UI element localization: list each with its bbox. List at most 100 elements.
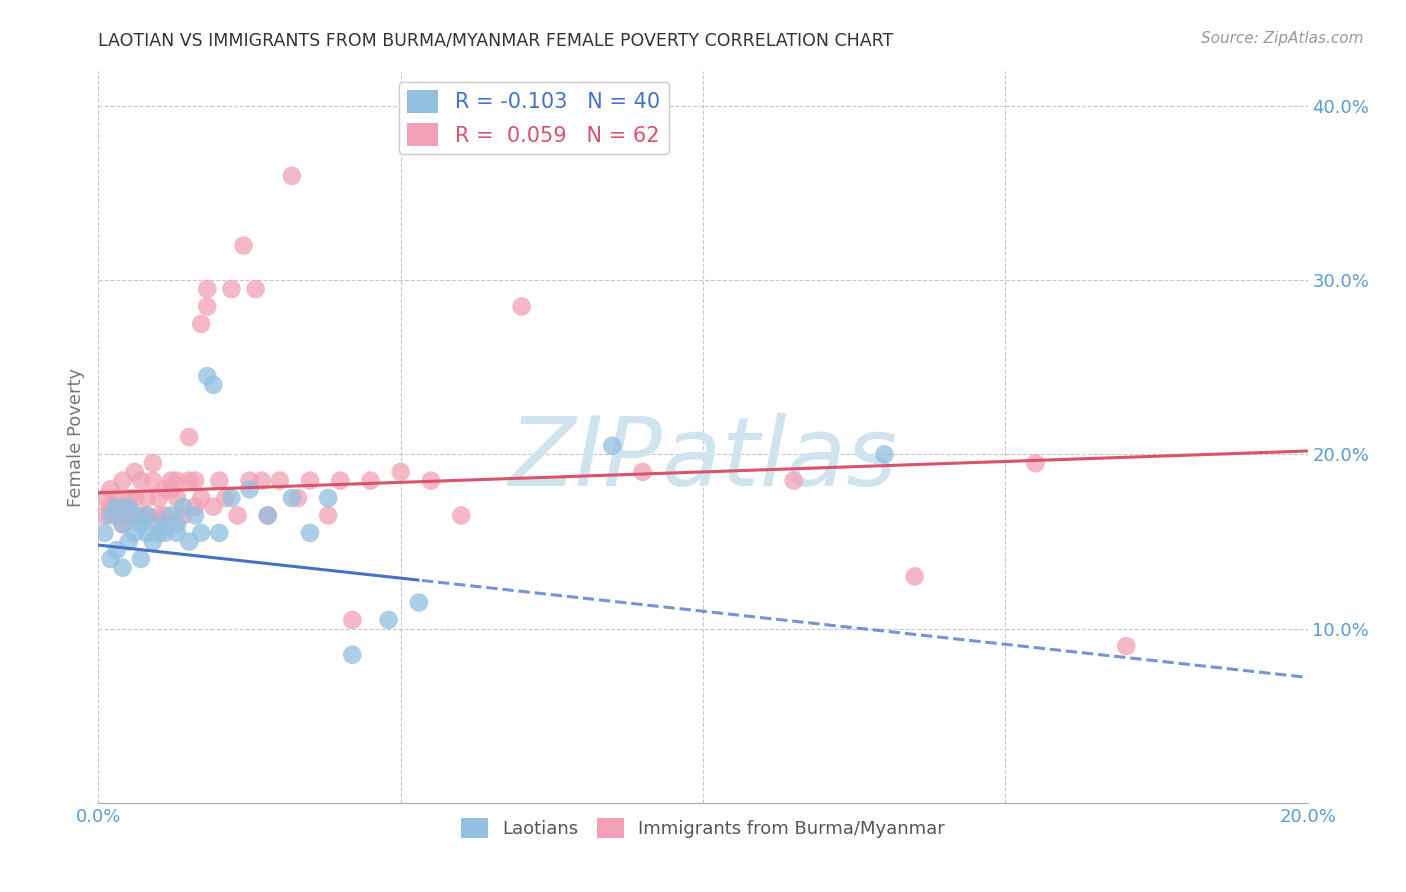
Point bbox=[111, 517, 134, 532]
Point bbox=[105, 500, 128, 514]
Point bbox=[129, 552, 152, 566]
Point bbox=[153, 483, 176, 497]
Point bbox=[166, 525, 188, 540]
Point bbox=[124, 491, 146, 505]
Point bbox=[208, 474, 231, 488]
Point bbox=[135, 508, 157, 523]
Point bbox=[100, 483, 122, 497]
Point bbox=[135, 508, 157, 523]
Point bbox=[118, 491, 141, 505]
Point bbox=[316, 491, 339, 505]
Legend: Laotians, Immigrants from Burma/Myanmar: Laotians, Immigrants from Burma/Myanmar bbox=[454, 811, 952, 845]
Point bbox=[118, 534, 141, 549]
Point bbox=[179, 474, 201, 488]
Point bbox=[124, 508, 146, 523]
Point bbox=[129, 474, 152, 488]
Point bbox=[129, 508, 152, 523]
Point bbox=[226, 508, 249, 523]
Point bbox=[166, 491, 188, 505]
Point bbox=[93, 508, 115, 523]
Point bbox=[190, 317, 212, 331]
Point bbox=[342, 613, 364, 627]
Point bbox=[287, 491, 309, 505]
Point bbox=[281, 491, 304, 505]
Point bbox=[160, 508, 183, 523]
Point bbox=[195, 282, 218, 296]
Point bbox=[510, 300, 533, 314]
Point bbox=[1024, 456, 1046, 470]
Point bbox=[602, 439, 624, 453]
Point bbox=[179, 430, 201, 444]
Point bbox=[202, 500, 225, 514]
Text: Source: ZipAtlas.com: Source: ZipAtlas.com bbox=[1201, 31, 1364, 46]
Point bbox=[129, 517, 152, 532]
Point bbox=[184, 500, 207, 514]
Point bbox=[420, 474, 443, 488]
Point bbox=[360, 474, 382, 488]
Point bbox=[166, 474, 188, 488]
Point bbox=[160, 483, 183, 497]
Point bbox=[148, 508, 170, 523]
Text: ZIPatlas: ZIPatlas bbox=[509, 412, 897, 506]
Point bbox=[111, 560, 134, 574]
Point bbox=[172, 500, 194, 514]
Point bbox=[221, 491, 243, 505]
Point bbox=[172, 508, 194, 523]
Point bbox=[873, 448, 896, 462]
Point bbox=[1115, 639, 1137, 653]
Point bbox=[148, 517, 170, 532]
Point bbox=[105, 491, 128, 505]
Point bbox=[450, 508, 472, 523]
Point bbox=[256, 508, 278, 523]
Point bbox=[142, 474, 165, 488]
Point bbox=[195, 369, 218, 384]
Point bbox=[389, 465, 412, 479]
Point bbox=[93, 491, 115, 505]
Point bbox=[195, 300, 218, 314]
Point bbox=[184, 508, 207, 523]
Point bbox=[124, 465, 146, 479]
Point bbox=[93, 525, 115, 540]
Point bbox=[135, 491, 157, 505]
Point bbox=[377, 613, 399, 627]
Point bbox=[250, 474, 273, 488]
Point bbox=[329, 474, 352, 488]
Point bbox=[202, 377, 225, 392]
Point bbox=[148, 525, 170, 540]
Point bbox=[100, 500, 122, 514]
Point bbox=[118, 500, 141, 514]
Point bbox=[166, 517, 188, 532]
Point bbox=[221, 282, 243, 296]
Point bbox=[408, 595, 430, 609]
Point bbox=[124, 525, 146, 540]
Point bbox=[148, 491, 170, 505]
Point bbox=[111, 474, 134, 488]
Text: LAOTIAN VS IMMIGRANTS FROM BURMA/MYANMAR FEMALE POVERTY CORRELATION CHART: LAOTIAN VS IMMIGRANTS FROM BURMA/MYANMAR… bbox=[98, 31, 894, 49]
Point bbox=[299, 525, 322, 540]
Point bbox=[190, 525, 212, 540]
Point bbox=[316, 508, 339, 523]
Point bbox=[214, 491, 236, 505]
Point bbox=[245, 282, 267, 296]
Point bbox=[100, 508, 122, 523]
Point bbox=[118, 508, 141, 523]
Point bbox=[239, 474, 262, 488]
Point bbox=[179, 534, 201, 549]
Point bbox=[184, 474, 207, 488]
Point bbox=[904, 569, 927, 583]
Point bbox=[256, 508, 278, 523]
Point bbox=[299, 474, 322, 488]
Point bbox=[135, 525, 157, 540]
Point bbox=[153, 525, 176, 540]
Point bbox=[631, 465, 654, 479]
Point bbox=[100, 552, 122, 566]
Point bbox=[239, 483, 262, 497]
Point bbox=[142, 534, 165, 549]
Point bbox=[111, 517, 134, 532]
Point bbox=[160, 474, 183, 488]
Point bbox=[190, 491, 212, 505]
Point bbox=[281, 169, 304, 183]
Y-axis label: Female Poverty: Female Poverty bbox=[66, 368, 84, 507]
Point bbox=[342, 648, 364, 662]
Point bbox=[153, 508, 176, 523]
